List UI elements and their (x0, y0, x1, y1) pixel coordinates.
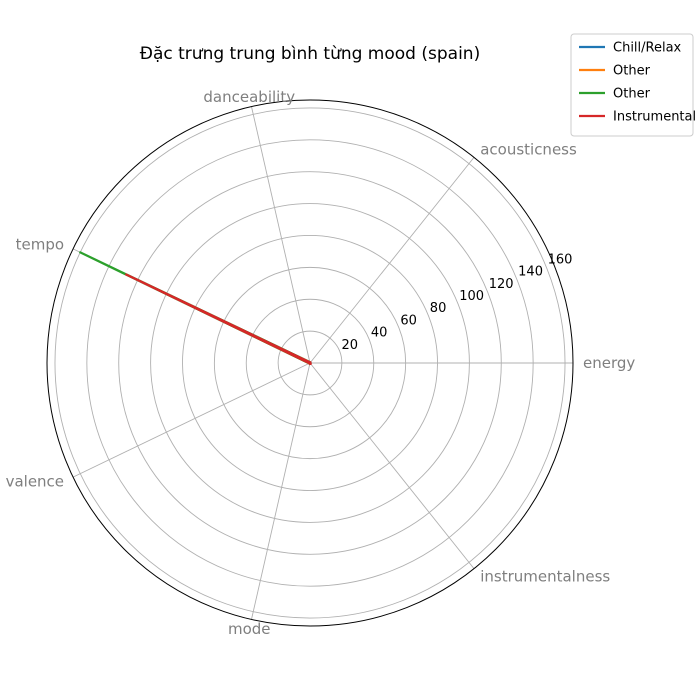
legend-label-4: Instrumental (613, 110, 696, 125)
r-tick-60: 60 (400, 313, 417, 328)
grid-spoke-mode (251, 362, 311, 620)
axis-label-energy: energy (583, 354, 635, 372)
axis-label-tempo: tempo (16, 236, 64, 254)
r-tick-120: 120 (489, 277, 514, 292)
legend-label-1: Chill/Relax (613, 41, 682, 56)
r-tick-80: 80 (430, 301, 447, 316)
axis-label-valence: valence (6, 472, 64, 490)
axis-label-instrumentalness: instrumentalness (480, 567, 610, 585)
grid-spoke-instrumentalness (309, 362, 475, 569)
axis-label-acousticness: acousticness (480, 141, 577, 159)
r-tick-160: 160 (548, 252, 573, 267)
polar-frame (46, 99, 574, 627)
legend-frame (570, 33, 694, 137)
grid-spoke-valence (72, 362, 311, 478)
series-line-4 (125, 273, 312, 366)
radial-tick-labels: 20 40 60 80 100 120 140 160 (341, 252, 572, 352)
legend-label-2: Other (613, 64, 651, 79)
legend: Chill/Relax Other Other Instrumental (570, 33, 696, 137)
series-lines (79, 251, 312, 366)
chart-title: Đặc trưng trung bình từng mood (spain) (140, 44, 480, 64)
grid-spoke-acousticness (309, 157, 475, 364)
axis-labels: energy acousticness danceability tempo valen… (6, 88, 636, 638)
axis-label-mode: mode (228, 620, 271, 638)
r-tick-20: 20 (341, 338, 358, 353)
grid-spoke-danceability (251, 106, 311, 364)
r-tick-40: 40 (371, 326, 388, 341)
axis-label-danceability: danceability (203, 88, 295, 106)
r-tick-100: 100 (459, 289, 484, 304)
r-tick-140: 140 (518, 265, 543, 280)
legend-label-3: Other (613, 87, 651, 102)
